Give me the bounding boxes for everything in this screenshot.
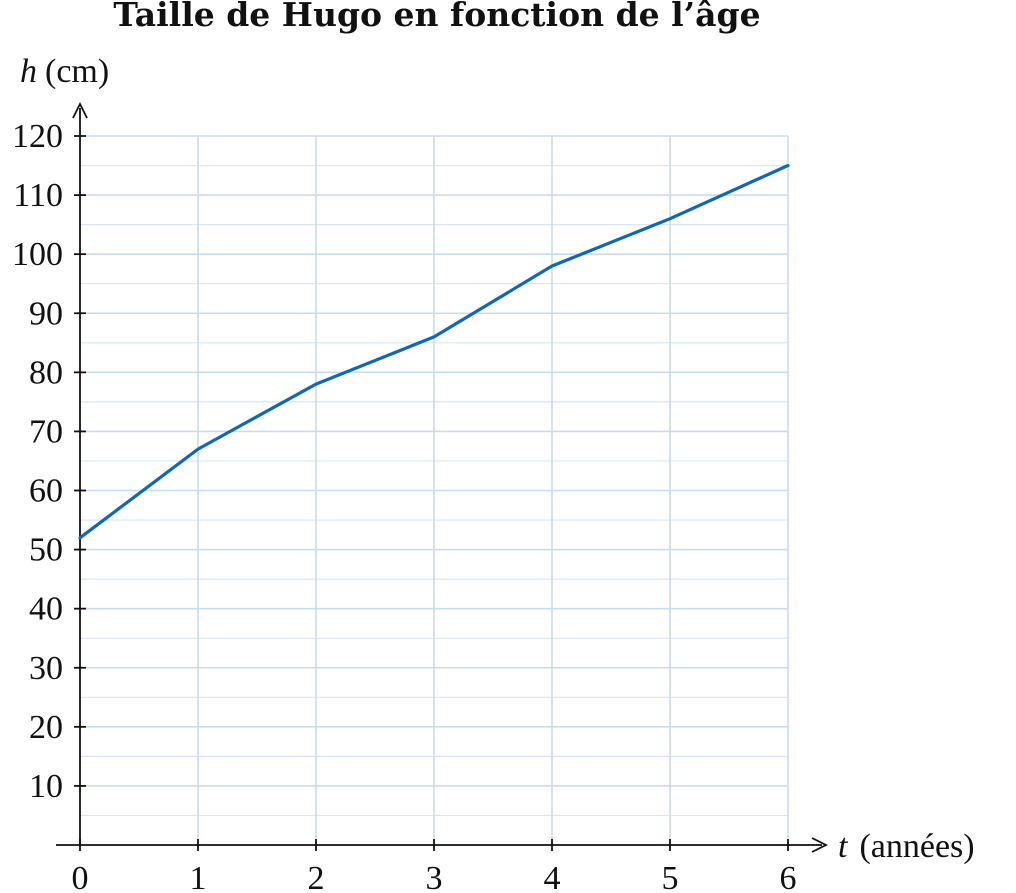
grid xyxy=(80,135,789,845)
series-line xyxy=(78,163,790,540)
y-ticks: 10 20 30 40 50 60 70 80 90 100 110 120 xyxy=(12,118,86,805)
y-tick-label: 100 xyxy=(12,236,63,273)
y-axis-unit: (cm) xyxy=(45,53,109,90)
x-tick-label: 5 xyxy=(662,860,679,893)
y-tick-label: 110 xyxy=(13,177,63,214)
y-axis-arrow-icon xyxy=(72,101,88,119)
y-tick-label: 30 xyxy=(29,650,63,687)
y-axis-label: h (cm) xyxy=(20,53,109,90)
y-tick-label: 90 xyxy=(29,295,63,332)
plot-area xyxy=(78,163,790,540)
y-tick-label: 20 xyxy=(29,709,63,746)
x-tick-label: 4 xyxy=(544,860,561,893)
y-axis-symbol: h xyxy=(20,53,37,90)
y-tick-label: 50 xyxy=(29,532,63,569)
x-tick-label: 3 xyxy=(426,860,443,893)
y-tick-label: 80 xyxy=(29,354,63,391)
axes xyxy=(56,101,829,853)
y-tick-label: 10 xyxy=(29,768,63,805)
x-tick-label: 6 xyxy=(780,860,797,893)
x-tick-label: 0 xyxy=(72,860,89,893)
x-axis-unit: (années) xyxy=(859,828,974,865)
x-ticks: 0 1 2 3 4 5 6 xyxy=(72,839,797,893)
y-tick-label: 40 xyxy=(29,591,63,628)
chart-title: Taille de Hugo en fonction de l’âge xyxy=(113,0,760,34)
y-tick-label: 120 xyxy=(12,118,63,155)
x-axis-arrow-icon xyxy=(811,837,829,853)
y-tick-label: 70 xyxy=(29,413,63,450)
x-tick-label: 1 xyxy=(190,860,207,893)
x-axis-symbol: t xyxy=(838,828,849,865)
y-tick-label: 60 xyxy=(29,473,63,510)
x-axis-label: t (années) xyxy=(838,828,975,865)
x-tick-label: 2 xyxy=(308,860,325,893)
